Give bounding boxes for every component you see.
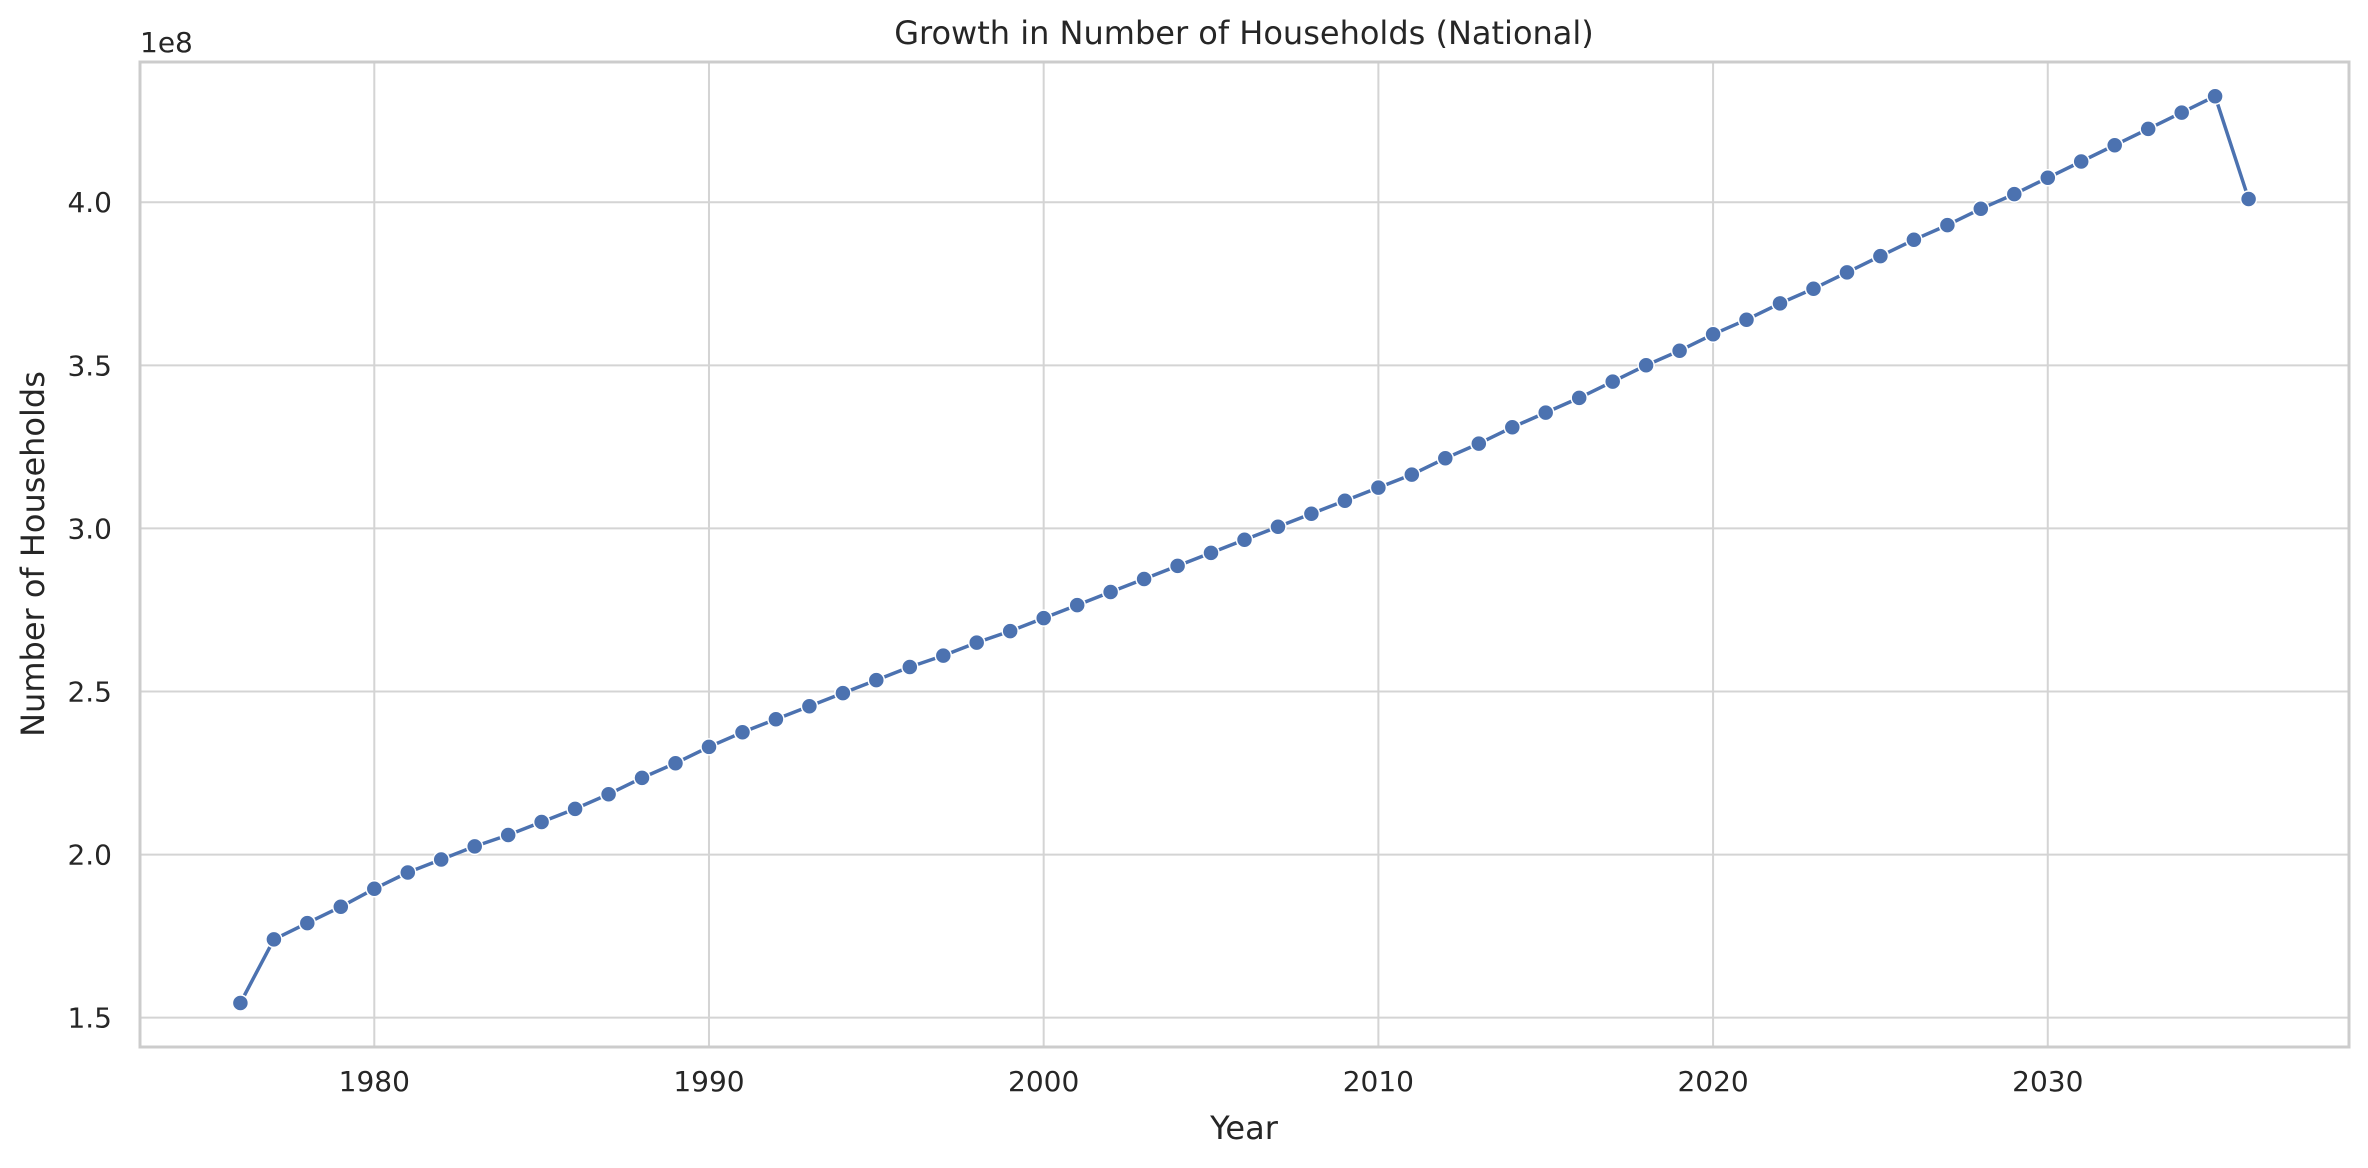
data-point-2004 [1168, 557, 1187, 575]
data-point-2001 [1068, 596, 1086, 614]
data-point-2019 [1670, 341, 1689, 360]
data-point-2027 [1938, 216, 1957, 234]
plot-frame [138, 60, 2351, 1049]
data-point-2013 [1470, 434, 1488, 453]
y-axis-label: Number of Households [14, 371, 52, 737]
data-point-1980 [365, 880, 384, 898]
data-point-2034 [2172, 103, 2191, 122]
data-point-2007 [1269, 518, 1287, 536]
x-axis-ticks: 1980 1990 2000 2010 2020 2030 [339, 1065, 2084, 1098]
data-point-2000 [1034, 609, 1053, 627]
data-point-2018 [1637, 356, 1655, 375]
data-point-2016 [1570, 389, 1588, 407]
data-point-2012 [1436, 449, 1455, 468]
data-point-2017 [1603, 372, 1622, 391]
y-tick-label-0: 1.5 [67, 1002, 112, 1035]
data-point-1991 [733, 723, 752, 742]
data-point-1989 [666, 754, 685, 772]
data-point-1994 [834, 684, 852, 702]
data-point-2014 [1503, 418, 1522, 437]
data-point-2026 [1905, 231, 1923, 249]
data-point-2020 [1704, 325, 1722, 344]
series-households [231, 87, 2258, 1012]
y-tick-label-1: 2.0 [67, 839, 112, 872]
data-point-2032 [2105, 136, 2124, 154]
y-tick-label-3: 3.0 [67, 512, 112, 545]
data-point-1985 [532, 813, 551, 831]
data-point-2008 [1302, 504, 1321, 523]
data-point-1988 [633, 769, 651, 787]
data-point-1981 [399, 863, 417, 882]
data-point-1979 [332, 898, 350, 916]
data-point-2028 [1972, 200, 1990, 218]
data-point-1986 [566, 800, 584, 818]
data-point-2002 [1101, 583, 1120, 601]
x-tick-label-1980: 1980 [339, 1065, 410, 1098]
data-point-2011 [1403, 465, 1421, 484]
x-tick-label-2000: 2000 [1008, 1065, 1079, 1098]
grid-lines [140, 62, 2349, 1047]
data-point-2023 [1804, 279, 1823, 298]
data-point-2006 [1235, 531, 1254, 549]
x-tick-label-2010: 2010 [1343, 1065, 1414, 1098]
data-point-1977 [265, 930, 283, 949]
chart-title: Growth in Number of Households (National… [894, 14, 1594, 52]
data-point-2022 [1771, 294, 1789, 313]
data-point-1984 [499, 826, 517, 844]
data-point-2031 [2072, 152, 2090, 171]
data-point-1997 [934, 646, 953, 665]
data-point-2024 [1838, 263, 1856, 282]
data-point-2003 [1135, 570, 1153, 588]
data-point-1999 [1001, 622, 1019, 640]
data-point-2029 [2005, 185, 2024, 203]
y-axis-ticks: 1.5 2.0 2.5 3.0 3.5 4.0 [67, 186, 112, 1034]
x-tick-label-2030: 2030 [2012, 1065, 2083, 1098]
data-point-1995 [867, 671, 886, 689]
data-point-1987 [599, 785, 618, 803]
data-point-2021 [1737, 310, 1756, 329]
x-axis-label: Year [1209, 1109, 1279, 1147]
data-point-2005 [1202, 544, 1220, 562]
data-point-2025 [1871, 247, 1890, 265]
data-point-1976 [231, 994, 250, 1012]
data-point-2015 [1536, 403, 1555, 422]
data-point-2036 [2239, 190, 2258, 208]
data-point-1982 [432, 850, 450, 869]
y-tick-label-5: 4.0 [67, 186, 112, 219]
y-axis-offset-label: 1e8 [140, 26, 193, 59]
data-point-2009 [1336, 491, 1354, 510]
data-point-1996 [901, 658, 919, 676]
data-point-2033 [2139, 120, 2157, 138]
data-point-2035 [2206, 87, 2224, 105]
data-point-1992 [767, 710, 785, 728]
y-tick-label-4: 3.5 [67, 349, 112, 382]
data-point-2010 [1369, 478, 1388, 497]
x-tick-label-2020: 2020 [1677, 1065, 1748, 1098]
data-point-1978 [298, 914, 317, 932]
data-point-1998 [967, 633, 986, 652]
x-tick-label-1990: 1990 [673, 1065, 744, 1098]
data-point-1990 [700, 738, 718, 756]
data-point-1983 [465, 837, 484, 856]
data-point-2030 [2039, 169, 2057, 187]
data-point-1993 [800, 697, 819, 715]
y-tick-label-2: 2.5 [67, 675, 112, 708]
